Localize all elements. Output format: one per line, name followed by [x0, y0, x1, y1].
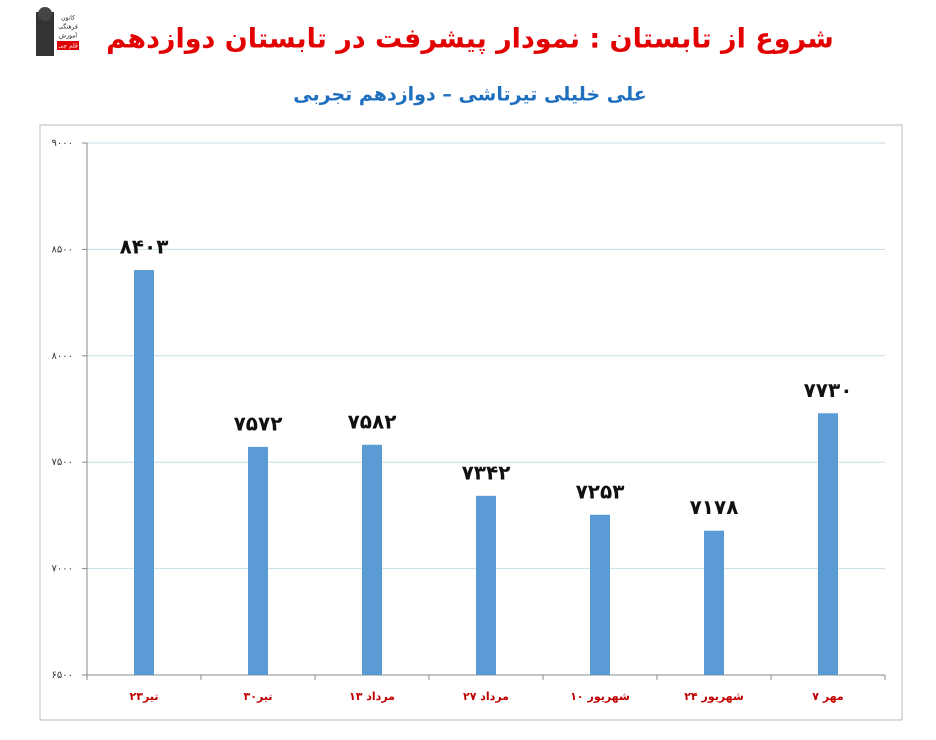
y-tick-label: ۸۵۰۰ — [52, 244, 73, 255]
x-tick-label: ۱۳ مرداد — [349, 690, 395, 703]
x-tick-label: ۱۰ شهریور — [570, 690, 630, 703]
bar — [476, 495, 496, 675]
data-label: ۷۵۷۲ — [234, 411, 283, 435]
logo-text: کانون — [61, 15, 75, 22]
data-label: ۷۱۷۸ — [690, 495, 739, 519]
data-label: ۷۷۳۰ — [804, 378, 853, 402]
data-label: ۸۴۰۳ — [120, 235, 169, 259]
bar — [248, 446, 268, 675]
x-tick-label: ۲۳تیر — [130, 690, 159, 703]
y-tick-label: ۷۵۰۰ — [52, 457, 73, 468]
logo-head — [38, 7, 52, 21]
data-label: ۷۵۸۲ — [348, 409, 397, 433]
chart-title: شروع از تابستان : نمودار پیشرفت در تابست… — [106, 24, 834, 55]
y-tick-label: ۶۵۰۰ — [52, 670, 73, 681]
x-tick-label: ۷ مهر — [812, 690, 843, 703]
chart-subtitle: علی خلیلی تیرتاشی – دوازدهم تجربی — [293, 84, 646, 106]
x-tick-label: ۳۰تیر — [244, 690, 273, 703]
logo-figure — [36, 12, 54, 56]
y-tick-label: ۸۰۰۰ — [52, 351, 73, 362]
logo-text: قلم چی — [58, 43, 78, 50]
x-tick-label: ۲۴ شهریور — [684, 690, 744, 703]
bar — [362, 444, 382, 675]
bar — [134, 270, 154, 675]
data-label: ۷۲۵۳ — [576, 479, 625, 503]
y-tick-label: ۷۰۰۰ — [52, 564, 73, 575]
x-tick-label: ۲۷ مرداد — [463, 690, 509, 703]
data-label: ۷۳۴۲ — [462, 460, 511, 484]
logo-text: فرهنگی — [58, 23, 78, 31]
bar — [590, 514, 610, 675]
bar — [704, 530, 724, 675]
y-tick-label: ۹۰۰۰ — [52, 138, 73, 149]
chart-frame — [39, 124, 903, 721]
logo-text: آموزش — [59, 31, 78, 40]
bar — [818, 413, 838, 675]
logo: کانون فرهنگی آموزش قلم چی — [36, 7, 79, 56]
logo-badge — [57, 41, 79, 50]
